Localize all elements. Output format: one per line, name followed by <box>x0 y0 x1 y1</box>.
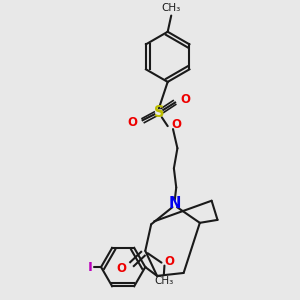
Text: O: O <box>116 262 126 275</box>
Text: I: I <box>87 261 92 274</box>
Text: O: O <box>180 93 190 106</box>
Text: O: O <box>164 255 174 268</box>
Text: N: N <box>169 196 181 211</box>
Text: CH₃: CH₃ <box>154 276 173 286</box>
Text: O: O <box>171 118 181 131</box>
Text: O: O <box>127 116 137 129</box>
Text: S: S <box>154 105 164 120</box>
Text: CH₃: CH₃ <box>162 4 181 14</box>
